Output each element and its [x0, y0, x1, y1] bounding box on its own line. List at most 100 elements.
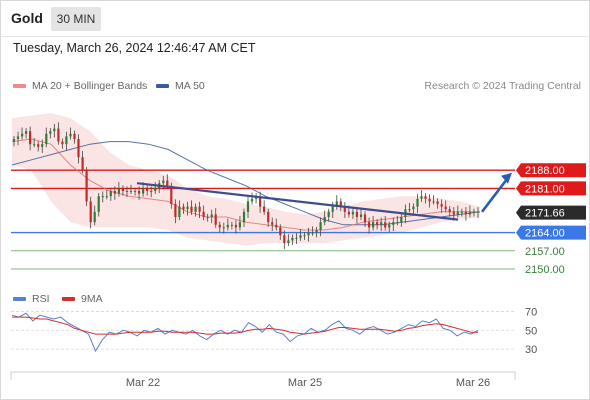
candle-body: [436, 201, 439, 204]
candle-body: [97, 196, 100, 212]
candle-body: [89, 201, 92, 223]
candle-body: [73, 133, 76, 139]
candle-body: [452, 211, 455, 215]
candle-body: [464, 211, 467, 215]
candle-body: [351, 211, 354, 215]
candle-body: [456, 211, 459, 215]
copyright-text: Research © 2024 Trading Central: [424, 80, 581, 92]
candle-body: [287, 240, 290, 243]
candle-body: [129, 191, 133, 192]
candle-body: [476, 211, 480, 213]
candle-body: [271, 222, 274, 225]
candle-body: [460, 211, 463, 213]
candle-body: [33, 144, 36, 146]
candle-body: [198, 206, 201, 212]
legend-ma50: MA 50: [156, 80, 205, 92]
rsi-swatch: [13, 297, 26, 302]
candle-body: [117, 188, 120, 194]
price-label-2181.00: 2181.00: [525, 183, 565, 195]
candle-body: [246, 201, 250, 212]
price-tag-2171.66: [516, 205, 586, 220]
candle-body: [69, 133, 72, 137]
chart-datetime: Tuesday, March 26, 2024 12:46:47 AM CET: [13, 41, 256, 55]
candle-body: [327, 211, 330, 217]
candle-body: [226, 224, 229, 228]
rsi-tick-50: 50: [525, 325, 537, 337]
trend-line: [136, 182, 459, 221]
candle-body: [41, 144, 44, 147]
candle-body: [230, 224, 233, 226]
candle-body: [81, 157, 84, 171]
candle-body: [368, 222, 371, 228]
candle-body: [202, 211, 205, 217]
candle-body: [432, 201, 435, 203]
rsi-line: [11, 312, 479, 353]
ma20-label: MA 20 + Bollinger Bands: [32, 80, 148, 92]
candle-body: [275, 224, 278, 228]
candle-body: [388, 224, 391, 228]
timeframe-selector[interactable]: 30 MIN: [51, 7, 101, 31]
candle-body: [291, 237, 294, 241]
legend-9ma: 9MA: [62, 293, 103, 305]
candle-body: [315, 230, 318, 233]
candle-body: [250, 198, 254, 202]
candle-body: [372, 222, 375, 228]
candle-body: [93, 211, 96, 223]
candle-body: [16, 136, 20, 139]
candle-body: [77, 139, 80, 158]
candle-body: [146, 188, 149, 191]
candle-body: [190, 206, 193, 212]
candle-body: [238, 222, 241, 228]
candle-body: [380, 222, 383, 225]
candle-body: [279, 227, 282, 236]
candle-body: [154, 188, 157, 191]
candle-body: [150, 191, 153, 192]
candle-body: [37, 144, 40, 147]
candle-body: [121, 188, 124, 191]
candle-body: [242, 211, 246, 223]
instrument-title: Gold: [11, 10, 43, 26]
candle-body: [339, 201, 342, 207]
candle-body: [307, 232, 310, 236]
candle-body: [186, 206, 189, 210]
candle-body: [472, 211, 476, 213]
x-tick-label: Mar 26: [456, 377, 490, 389]
candle-body: [303, 235, 306, 237]
bollinger-band: [12, 113, 480, 246]
candle-body: [218, 224, 221, 228]
candle-body: [323, 217, 326, 223]
candle-body: [166, 180, 169, 186]
price-label-2157.00: 2157.00: [525, 246, 565, 258]
candle-body: [65, 136, 68, 145]
candle-body: [384, 222, 387, 228]
price-label-2164.00: 2164.00: [525, 228, 565, 240]
ma50-label: MA 50: [175, 80, 205, 92]
candle-body: [400, 217, 403, 223]
legend-rsi: RSI: [13, 293, 50, 305]
candle-body: [299, 235, 302, 238]
9ma-label: 9MA: [81, 293, 103, 305]
candle-body: [468, 211, 471, 215]
candle-body: [396, 222, 399, 224]
ma20-swatch: [13, 84, 26, 89]
candle-body: [142, 188, 145, 194]
candle-body: [319, 222, 322, 230]
candle-body: [101, 196, 104, 198]
candle-body: [428, 198, 431, 202]
candle-body: [424, 196, 427, 199]
candle-body: [440, 204, 443, 207]
rsi-ma-line: [12, 316, 478, 335]
candle-body: [392, 222, 395, 225]
candle-body: [210, 214, 213, 217]
candle-body: [335, 201, 338, 207]
candle-body: [194, 206, 197, 212]
candle-body: [49, 131, 52, 134]
candle-body: [29, 131, 32, 145]
candle-body: [12, 139, 16, 142]
legend-ma20: MA 20 + Bollinger Bands: [13, 80, 147, 92]
candle-body: [408, 209, 411, 211]
projection-arrowhead: [501, 172, 512, 184]
candle-body: [283, 235, 286, 243]
rsi-label: RSI: [32, 293, 50, 305]
